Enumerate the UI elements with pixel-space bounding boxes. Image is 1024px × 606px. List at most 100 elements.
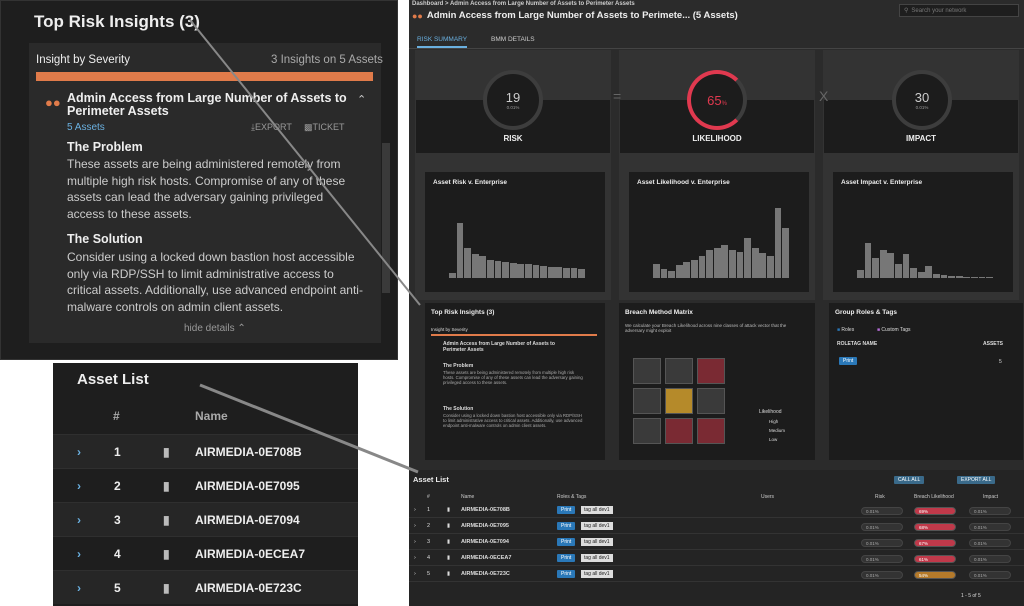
panel-title: Breach Method Matrix [625,309,693,316]
table-row[interactable]: › 5 ▮ AIRMEDIA-0E723C Print tag all dev1… [409,567,1024,582]
expand-chevron-icon[interactable]: › [414,539,416,545]
chart-title: Asset Risk v. Enterprise [433,179,507,186]
expand-chevron-icon[interactable]: › [414,571,416,577]
asset-name[interactable]: AIRMEDIA-0E7094 [461,539,509,545]
expand-chevron-icon[interactable]: › [77,479,81,493]
risk-pill: 0.01% [861,507,903,515]
list-item[interactable]: › 5 ▮ AIRMEDIA-0E723C [53,570,358,604]
expand-chevron-icon[interactable]: › [77,581,81,595]
shuffle-icon[interactable] [665,418,693,444]
zoom-list-title: Asset List [77,371,149,388]
asset-name[interactable]: AIRMEDIA-0ECEA7 [461,555,512,561]
printer-icon[interactable] [633,418,661,444]
chat-icon[interactable] [665,358,693,384]
col-header[interactable]: Risk [875,494,885,500]
impact-chart: Asset Impact v. Enterprise [833,172,1013,292]
panel-title: Group Roles & Tags [835,309,897,316]
solution-text: Consider using a locked down bastion hos… [443,413,583,428]
tag-badge[interactable]: tag all dev1 [581,522,613,530]
histogram-bar [698,256,706,278]
assets-link[interactable]: 5 Assets [67,122,105,133]
col-header[interactable]: Name [461,494,475,500]
list-item[interactable]: › 2 ▮ AIRMEDIA-0E7095 [53,468,358,502]
expand-chevron-icon[interactable]: › [414,507,416,513]
role-badge[interactable]: Print [557,570,576,578]
export-button[interactable]: ⤓EXPORT [251,122,292,132]
asset-name[interactable]: AIRMEDIA-0E7095 [461,523,509,529]
tab-bmm-details[interactable]: BMM DETAILS [491,36,535,43]
tablet-icon: ▮ [447,555,451,561]
asset-name[interactable]: AIRMEDIA-0E723C [195,581,302,595]
asset-name[interactable]: AIRMEDIA-0E7095 [195,479,300,493]
key-icon[interactable] [633,388,661,414]
roles-tab[interactable]: ■ Roles [837,327,855,333]
histogram-bar [940,275,948,278]
users-icon[interactable] [697,358,725,384]
export-all-button[interactable]: EXPORT ALL [957,476,996,484]
expand-chevron-icon[interactable]: › [77,513,81,527]
chart-title: Asset Impact v. Enterprise [841,179,923,186]
role-print-button[interactable]: Print [839,357,858,365]
severity-count: 3 Insights on 5 Assets [271,54,383,66]
tag-badge[interactable]: tag all dev1 [581,554,613,562]
asset-name[interactable]: AIRMEDIA-0E708B [461,507,510,513]
likelihood-chart: Asset Likelihood v. Enterprise [629,172,809,292]
histogram-bar [986,277,993,278]
row-number: 3 [427,539,431,545]
matrix-desc: We calculate your Breach Likelihood acro… [625,323,787,333]
tag-badge[interactable]: tag all dev1 [581,538,613,546]
col-header[interactable]: Breach Likelihood [914,494,954,500]
expand-chevron-icon[interactable]: › [414,523,416,529]
table-row[interactable]: › 1 ▮ AIRMEDIA-0E708B Print tag all dev1… [409,503,1024,518]
table-row[interactable]: › 2 ▮ AIRMEDIA-0E7095 Print tag all dev1… [409,519,1024,534]
breadcrumb[interactable]: Dashboard > Admin Access from Large Numb… [412,1,635,7]
impact-pill: 0.01% [969,571,1011,579]
col-header[interactable]: # [427,494,430,500]
histogram-bar [525,264,532,278]
insight-zoom: Top Risk Insights (3) Insight by Severit… [0,0,398,360]
list-item[interactable]: › 1 ▮ AIRMEDIA-0E708B [53,434,358,468]
histogram-bar [660,269,668,278]
asset-list: Asset List CALL ALL EXPORT ALL # Name Role… [409,470,1024,606]
hide-details-link[interactable]: hide details ⌃ [184,323,246,334]
asset-name[interactable]: AIRMEDIA-0E723C [461,571,510,577]
expand-chevron-icon[interactable]: › [77,547,81,561]
role-badge[interactable]: Print [557,554,576,562]
expand-chevron-icon[interactable]: › [414,555,416,561]
collapse-chevron-icon[interactable]: ⌃ [357,94,367,106]
severity-label: Insight by Severity [431,327,468,332]
insight-title[interactable]: Admin Access from Large Number of Assets… [443,341,555,353]
impact-pill: 0.01% [969,507,1011,515]
scrollbar[interactable] [382,143,390,293]
asset-name[interactable]: AIRMEDIA-0E7094 [195,513,300,527]
legend-item: High [769,419,779,424]
role-badge[interactable]: Print [557,522,576,530]
custom-tags-tab[interactable]: ■ Custom Tags [877,327,911,333]
ticket-button[interactable]: ▩TICKET [304,122,345,132]
asset-name[interactable]: AIRMEDIA-0ECEA7 [195,547,306,561]
col-header[interactable]: Impact [983,494,999,500]
col-header[interactable]: Roles & Tags [557,494,587,500]
tag-badge[interactable]: tag all dev1 [581,570,613,578]
table-row[interactable]: › 3 ▮ AIRMEDIA-0E7094 Print tag all dev1… [409,535,1024,550]
role-badge[interactable]: Print [557,506,576,514]
expand-chevron-icon[interactable]: › [77,445,81,459]
role-badge[interactable]: Print [557,538,576,546]
col-header[interactable]: Users [761,494,775,500]
insight-title[interactable]: Admin Access from Large Number of Assets… [67,91,347,118]
histogram-bar [879,250,887,278]
table-row[interactable]: › 4 ▮ AIRMEDIA-0ECEA7 Print tag all dev1… [409,551,1024,566]
tag-badge[interactable]: tag all dev1 [581,506,613,514]
histogram-bar [910,268,917,278]
bolt-icon[interactable] [697,418,725,444]
tab-risk-summary[interactable]: RISK SUMMARY [417,36,468,48]
search-input[interactable]: ⚲ Search your network [899,4,1019,17]
bug-icon[interactable] [665,388,693,414]
wrench-icon[interactable] [697,388,725,414]
histogram-bar [471,254,479,278]
call-all-button[interactable]: CALL ALL [894,476,925,484]
list-item[interactable]: › 4 ▮ AIRMEDIA-0ECEA7 [53,536,358,570]
asset-name[interactable]: AIRMEDIA-0E708B [195,445,302,459]
lock-icon[interactable] [633,358,661,384]
list-item[interactable]: › 3 ▮ AIRMEDIA-0E7094 [53,502,358,536]
